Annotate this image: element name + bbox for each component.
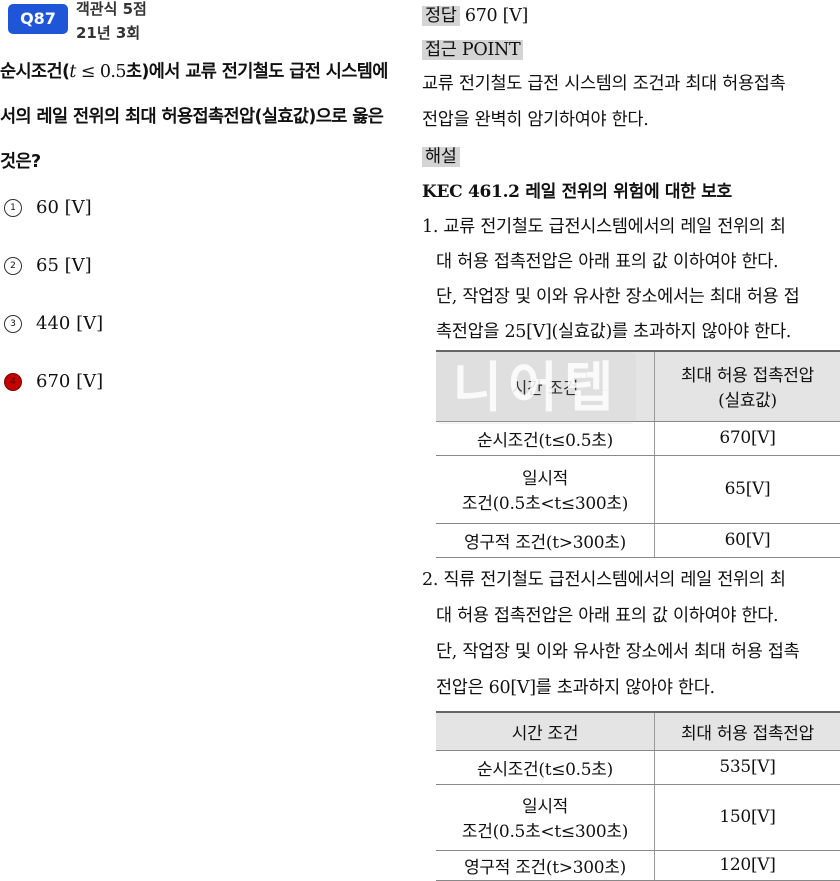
option-1[interactable]: 1 60 [V] bbox=[4, 197, 92, 218]
table-row: 순시조건(t≤0.5초) 670[V] bbox=[436, 421, 840, 456]
question-text-line-2: 서의 레일 전위의 최대 허용접촉전압(실효값)으로 옳은 bbox=[0, 107, 384, 127]
item2-line-4: 전압은 60[V]를 초과하지 않아야 한다. bbox=[436, 678, 715, 698]
item2-line-2: 대 허용 접촉전압은 아래 표의 값 이하여야 한다. bbox=[436, 606, 779, 626]
table-header-row: 시간 조건 최대 허용 접촉전압 bbox=[436, 711, 840, 751]
explanation-label: 해설 bbox=[422, 147, 460, 167]
approach-text-line-2: 전압을 완벽히 암기하여야 한다. bbox=[422, 110, 649, 130]
question-text-line-1: 순시조건(t ≤ 0.5초)에서 교류 전기철도 급전 시스템에 bbox=[0, 62, 388, 82]
question-column: Q87 객관식 5점 21년 3회 순시조건(t ≤ 0.5초)에서 교류 전기… bbox=[0, 0, 388, 392]
option-number-circle-selected: 4 bbox=[4, 372, 22, 391]
table-header-row: 시간 조건 최대 허용 접촉전압 (실효값) bbox=[436, 350, 840, 422]
approach-label-line: 접근 POINT bbox=[422, 36, 524, 61]
option-value: 60 [V] bbox=[36, 197, 92, 218]
option-value: 440 [V] bbox=[36, 313, 104, 334]
header-max-voltage: 최대 허용 접촉전압 (실효값) bbox=[654, 350, 840, 422]
item1-line-3: 단, 작업장 및 이와 유사한 장소에서는 최대 허용 접 bbox=[436, 287, 800, 307]
item1-line-2: 대 허용 접촉전압은 아래 표의 값 이하여야 한다. bbox=[436, 252, 779, 272]
option-number-circle: 1 bbox=[4, 198, 22, 217]
table-row: 영구적 조건(t>300초) 60[V] bbox=[436, 523, 840, 558]
section-title: KEC 461.2 레일 전위의 위험에 대한 보호 bbox=[422, 182, 732, 202]
answer-label: 정답 bbox=[422, 6, 460, 26]
answer-value: 670 [V] bbox=[464, 6, 529, 26]
header-max-voltage: 최대 허용 접촉전압 bbox=[654, 711, 840, 751]
answer-line: 정답 670 [V] bbox=[422, 2, 528, 27]
approach-label: 접근 POINT bbox=[422, 40, 524, 60]
explanation-label-line: 해설 bbox=[422, 143, 460, 168]
header-time-condition: 시간 조건 bbox=[436, 350, 655, 422]
item2-line-3: 단, 작업장 및 이와 유사한 장소에서 최대 허용 접촉 bbox=[436, 642, 800, 662]
table-row: 일시적 조건(0.5초<t≤300초) 150[V] bbox=[436, 784, 840, 851]
question-number-badge: Q87 bbox=[8, 4, 68, 34]
explanation-column: 정답 670 [V] 접근 POINT 교류 전기철도 급전 시스템의 조건과 … bbox=[420, 0, 840, 881]
approach-text-line-1: 교류 전기철도 급전 시스템의 조건과 최대 허용접촉 bbox=[422, 74, 786, 94]
question-type-score: 객관식 5점 bbox=[76, 0, 147, 18]
ac-voltage-table: 시간 조건 최대 허용 접촉전압 (실효값) 순시조건(t≤0.5초) 670[… bbox=[436, 350, 840, 558]
option-value: 65 [V] bbox=[36, 255, 92, 276]
header-time-condition: 시간 조건 bbox=[436, 711, 655, 751]
dc-voltage-table: 시간 조건 최대 허용 접촉전압 순시조건(t≤0.5초) 535[V] 일시적… bbox=[436, 711, 840, 881]
option-3[interactable]: 3 440 [V] bbox=[4, 313, 103, 334]
table-row: 일시적 조건(0.5초<t≤300초) 65[V] bbox=[436, 455, 840, 524]
option-2[interactable]: 2 65 [V] bbox=[4, 255, 92, 276]
question-session: 21년 3회 bbox=[76, 24, 141, 42]
table-row: 영구적 조건(t>300초) 120[V] bbox=[436, 850, 840, 881]
table-row: 순시조건(t≤0.5초) 535[V] bbox=[436, 750, 840, 785]
option-4[interactable]: 4 670 [V] bbox=[4, 371, 103, 392]
option-number-circle: 3 bbox=[4, 314, 22, 333]
option-number-circle: 2 bbox=[4, 256, 22, 275]
item2-line-1: 2. 직류 전기철도 급전시스템에서의 레일 전위의 최 bbox=[422, 570, 786, 590]
item1-line-1: 1. 교류 전기철도 급전시스템에서의 레일 전위의 최 bbox=[422, 217, 786, 237]
option-value: 670 [V] bbox=[36, 371, 104, 392]
question-text-line-3: 것은? bbox=[0, 152, 41, 172]
item1-line-4: 촉전압을 25[V](실효값)를 초과하지 않아야 한다. bbox=[436, 322, 792, 342]
